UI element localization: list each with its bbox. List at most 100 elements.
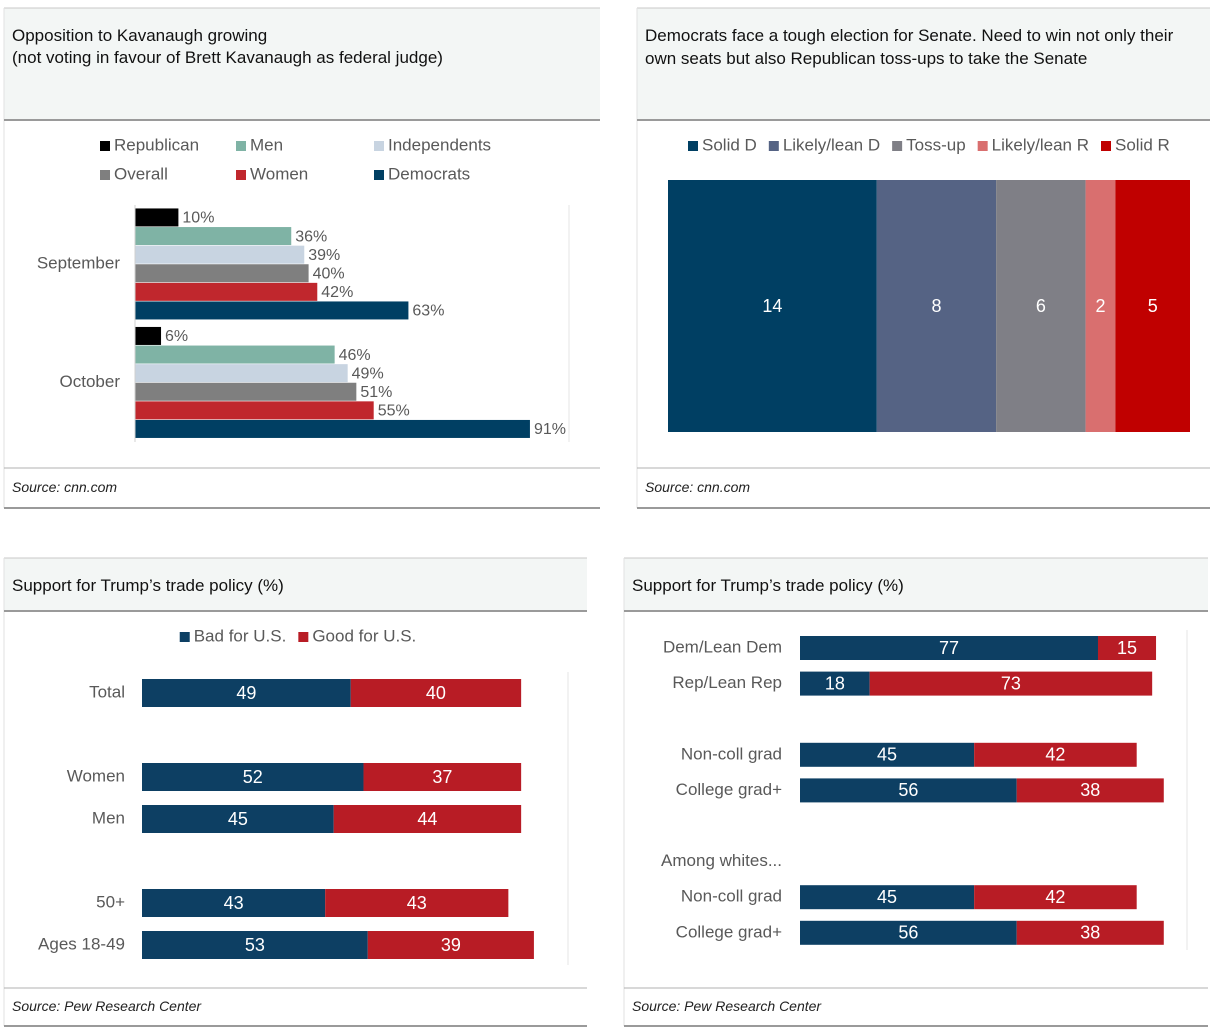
bar-segment [974,742,1137,767]
bar-segment [363,763,522,791]
value-label: 63% [412,303,444,320]
category-label: 50+ [96,892,125,911]
bar-segment [800,920,1017,945]
value-label: 42 [1045,887,1065,907]
value-label: 49 [236,683,256,703]
value-label: 42 [1045,745,1065,765]
legend-swatch [100,170,110,180]
category-label: Dem/Lean Dem [663,637,782,656]
value-label: 45 [228,809,248,829]
legend-swatch [892,141,903,151]
chart-source: Source: Pew Research Center [12,998,202,1014]
value-label: 73 [1001,673,1021,693]
bar-segment [142,679,351,707]
category-label: Non-coll grad [681,887,782,906]
chart-source: Source: cnn.com [12,479,118,495]
legend-swatch [1101,141,1111,151]
bar [135,419,530,438]
value-label: 56 [898,780,918,800]
category-label: Women [67,766,125,785]
bar-segment [350,679,522,707]
legend-label: Likely/lean R [992,135,1089,154]
bar-segment [1085,180,1116,432]
legend-label: Independents [388,135,491,154]
value-label: 45 [877,887,897,907]
legend-swatch [374,170,384,180]
legend-label: Overall [114,164,168,183]
panel-header-bg [4,8,600,120]
bar-segment [1115,180,1190,432]
bar [135,208,179,227]
value-label: 40% [313,265,345,282]
category-label: Among whites... [661,851,782,870]
value-label: 15 [1117,638,1137,658]
legend-swatch [236,170,246,180]
legend-swatch [236,141,246,151]
category-label: Men [92,808,125,827]
bar-segment [142,889,326,917]
panel-header-bg [4,558,587,611]
bar-segment [142,805,334,833]
value-label: 38 [1080,923,1100,943]
bar-segment [800,885,975,910]
legend-label: Solid D [702,135,757,154]
bar-segment [668,180,877,432]
bar-segment [1016,778,1164,803]
value-label: 18 [825,673,845,693]
chart-title: Support for Trump’s trade policy (%) [12,575,284,595]
value-label: 43 [407,893,427,913]
category-label: Ages 18-49 [38,934,125,953]
chart-title: Opposition to Kavanaugh growing [12,26,268,45]
bar [135,326,162,345]
value-label: 45 [877,745,897,765]
legend-swatch [179,632,190,642]
value-label: 51% [360,384,392,401]
bar [135,301,409,320]
bar-segment [800,742,975,767]
panel-header-bg [624,558,1208,611]
bar [135,264,309,283]
category-label: October [60,372,121,391]
value-label: 36% [295,228,327,245]
category-label: September [37,254,120,273]
value-label: 14 [762,296,782,316]
legend-swatch [977,141,988,151]
category-label: College grad+ [676,922,782,941]
bar-segment [333,805,522,833]
legend-label: Bad for U.S. [194,626,287,645]
bar-segment [800,671,870,696]
legend-label: Solid R [1115,135,1170,154]
value-label: 39 [441,935,461,955]
panel-header-bg [637,8,1210,120]
value-label: 8 [931,296,941,316]
value-label: 53 [245,935,265,955]
legend-label: Republican [114,135,199,154]
value-label: 6 [1036,296,1046,316]
bar-segment [800,778,1017,803]
chart-title: Democrats face a tough election for Sena… [645,26,1174,68]
value-label: 39% [308,247,340,264]
legend-swatch [298,632,309,642]
value-label: 5 [1148,296,1158,316]
legend-label: Women [250,164,308,183]
category-label: College grad+ [676,780,782,799]
legend-label: Toss-up [906,135,966,154]
bar-segment [800,636,1098,660]
bar-segment [974,885,1137,910]
bar-segment [869,671,1153,696]
value-label: 37 [432,767,452,787]
bar-segment [996,180,1086,432]
bar [135,401,374,420]
legend-label: Good for U.S. [312,626,416,645]
legend-swatch [688,141,698,151]
chart-source: Source: cnn.com [645,479,751,495]
bar [135,245,305,264]
value-label: 56 [898,923,918,943]
category-label: Non-coll grad [681,744,782,763]
value-label: 55% [378,403,410,420]
value-label: 46% [339,347,371,364]
value-label: 52 [243,767,263,787]
chart-source: Source: Pew Research Center [632,998,822,1014]
